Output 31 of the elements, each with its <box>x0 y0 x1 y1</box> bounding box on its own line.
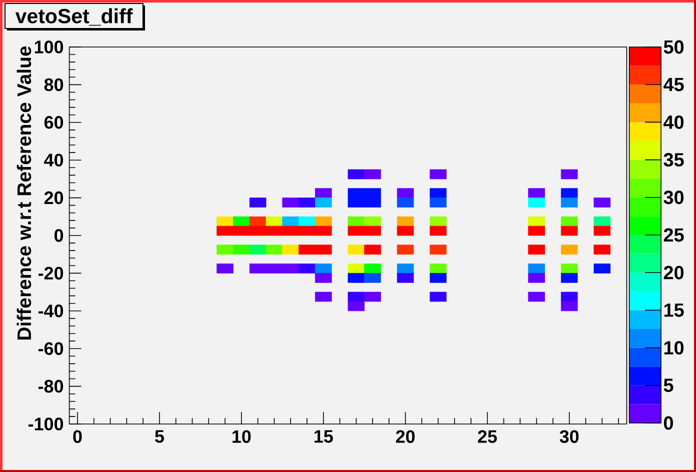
color-bar-label: 45 <box>663 78 684 92</box>
color-bar-label: 10 <box>664 341 684 355</box>
y-tick-label: -20 <box>38 266 64 280</box>
color-bar-label: 40 <box>663 115 684 129</box>
color-bar-label: 0 <box>664 416 673 430</box>
color-bar-label: 15 <box>664 304 684 317</box>
y-tick-label: -40 <box>38 304 64 318</box>
color-bar-label: 30 <box>664 190 684 204</box>
x-tick-label: 30 <box>560 430 579 443</box>
color-bar-label: 35 <box>664 153 684 167</box>
x-tick-label: 10 <box>232 430 251 443</box>
y-tick-label: -80 <box>38 380 64 393</box>
color-bar-label: 50 <box>664 40 684 54</box>
x-tick-label: 15 <box>314 430 333 443</box>
y-tick-label: 60 <box>44 116 64 129</box>
y-tick-label: 100 <box>34 40 64 54</box>
color-bar-label: 5 <box>664 378 674 392</box>
x-tick-label: 25 <box>478 430 497 443</box>
y-tick-label: 0 <box>54 229 64 242</box>
x-tick-label: 20 <box>396 430 415 443</box>
y-tick-label: 20 <box>44 191 64 204</box>
color-bar-label: 20 <box>664 266 684 280</box>
color-bar-label: 25 <box>664 228 684 242</box>
chart-title: vetoSet_diff <box>15 8 133 26</box>
x-tick-label: 0 <box>73 430 82 443</box>
y-tick-label: 40 <box>44 154 64 166</box>
y-axis-title: Difference w.r.t Reference Value <box>16 46 32 340</box>
x-tick-label: 5 <box>155 430 164 443</box>
y-tick-label: 80 <box>44 78 64 92</box>
y-tick-label: -100 <box>28 418 64 430</box>
y-tick-label: -60 <box>38 342 64 355</box>
